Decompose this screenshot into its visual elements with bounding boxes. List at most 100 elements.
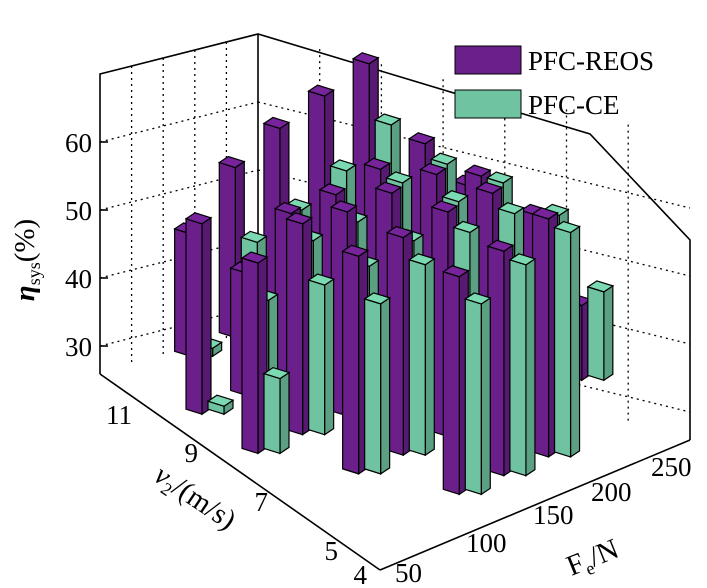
bar-pfc-ce — [508, 253, 537, 477]
bar-side-face — [569, 225, 581, 459]
bar-top-face — [463, 164, 492, 177]
bar-top-face — [262, 366, 291, 380]
bar-top-face — [385, 171, 413, 184]
bar-front-face — [342, 250, 360, 475]
bar-front-face — [185, 217, 203, 416]
floor-right-edge — [379, 439, 691, 571]
chart-frame — [99, 33, 691, 571]
bar-front-face — [587, 286, 605, 382]
y-axis-ticks: 4 5 7 9 11 — [106, 400, 368, 588]
bar-front-face — [553, 226, 572, 458]
bar-top-face — [475, 181, 503, 194]
bar-top-face — [341, 244, 370, 257]
bar-top-face — [441, 265, 470, 278]
z-axis-label: ηsys(%) — [9, 219, 44, 301]
bar-top-face — [586, 280, 615, 293]
bar-pfc-reos — [184, 212, 213, 416]
bar-top-face — [429, 152, 458, 165]
bar-top-face — [329, 159, 357, 172]
bar-side-face — [480, 296, 491, 496]
y-tick-label: 7 — [255, 487, 269, 517]
bar-top-face — [407, 253, 436, 266]
bar-top-face — [363, 292, 392, 305]
bar-top-face — [373, 113, 402, 126]
back-wall-outline — [99, 33, 691, 440]
legend-label-pfc-reos: PFC-REOS — [528, 46, 654, 76]
x-tick-label: 150 — [533, 500, 574, 530]
bar-top-face — [307, 273, 336, 286]
bar-top-face — [307, 84, 335, 97]
y-tick-label: 9 — [185, 438, 199, 468]
bar-top-face — [407, 132, 436, 145]
bar-top-face — [553, 220, 581, 234]
bar-pfc-ce — [307, 273, 336, 436]
y-tick-label: 11 — [106, 400, 132, 430]
bar-top-face — [273, 201, 302, 215]
bar-pfc-ce — [262, 366, 291, 455]
bar-top-face — [329, 200, 358, 213]
bar-pfc-reos — [341, 244, 370, 476]
bar-pfc-ce — [206, 394, 235, 416]
z-tick-label: 30 — [65, 332, 92, 362]
x-tick-label: 250 — [651, 452, 692, 482]
bar-front-face — [408, 258, 426, 456]
bar-pfc-reos — [531, 207, 559, 459]
y-axis-label-rest: /(m/s) — [166, 471, 241, 536]
bar-top-face — [217, 155, 246, 169]
y-tick-label: 5 — [325, 536, 339, 566]
gridline — [99, 101, 259, 143]
z-tick-label: 50 — [65, 196, 92, 226]
bar-side-face — [424, 257, 435, 457]
legend-label-pfc-ce: PFC-CE — [528, 90, 620, 120]
bar-top-face — [239, 230, 268, 244]
bar-front-face — [509, 259, 527, 477]
z-axis-label-sub: sys — [24, 262, 44, 285]
bar-top-face — [285, 212, 314, 225]
bar-top-face — [441, 190, 469, 203]
x-tick-label: 200 — [591, 477, 632, 507]
bar-pfc-ce — [363, 292, 392, 476]
bar-pfc-reos — [385, 225, 414, 457]
bar-front-face — [241, 257, 259, 455]
bar-top-face — [508, 253, 537, 266]
z-axis-ticks: 30 40 50 60 — [65, 128, 108, 362]
bar-top-face — [485, 171, 514, 184]
bar-top-face — [206, 394, 235, 407]
bar-side-face — [525, 257, 536, 477]
bar-front-face — [263, 372, 281, 455]
bar-pfc-reos — [285, 212, 314, 436]
x-tick-label: 50 — [395, 558, 422, 588]
bar-top-face — [240, 251, 269, 264]
bar-top-face — [497, 202, 525, 215]
y-tick-label: 4 — [354, 560, 368, 588]
bar-top-face — [184, 212, 213, 225]
bar-pfc-reos — [441, 265, 470, 496]
bar-pfc-ce — [407, 253, 436, 457]
bar-pfc-reos — [240, 251, 269, 455]
x-axis-label: Fe/N — [562, 533, 624, 585]
bar-top-face — [463, 292, 492, 305]
bar-top-face — [385, 225, 414, 239]
bar-side-face — [603, 284, 614, 382]
bar-pfc-ce — [586, 280, 615, 382]
bar-pfc-ce — [463, 292, 492, 496]
bar-side-face — [380, 296, 391, 476]
legend-swatch-pfc-reos — [454, 45, 522, 75]
bar-top-face — [318, 183, 347, 196]
bar-side-face — [279, 371, 290, 455]
bar-top-face — [531, 207, 559, 220]
bar-top-face — [363, 157, 391, 170]
bar-side-face — [324, 277, 335, 436]
bar-front-face — [364, 298, 382, 475]
z-tick-label: 40 — [65, 264, 92, 294]
bar-top-face — [374, 181, 403, 194]
z-axis-label-base: η — [9, 285, 41, 301]
gridline — [257, 101, 691, 209]
y-axis-label: v2/(m/s) — [147, 459, 242, 539]
bar-pfc-ce — [553, 220, 581, 459]
bar-top-face — [452, 220, 481, 234]
bar-top-face — [419, 162, 447, 176]
z-axis-label-rest: (%) — [9, 219, 41, 262]
bar-top-face — [351, 52, 380, 65]
